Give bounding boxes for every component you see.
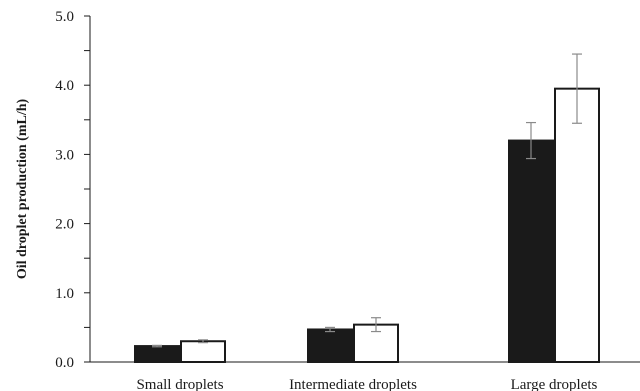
y-axis: 0.0 1.0 2.0 3.0 4.0 5.0 Oil droplet productio… xyxy=(15,9,91,371)
x-labels: Small droplets Intermediate droplets Large… xyxy=(136,377,597,391)
y-tick-label: 5.0 xyxy=(55,9,74,25)
x-tick-label: Large droplets xyxy=(511,377,598,391)
y-tick-label: 3.0 xyxy=(55,147,74,163)
x-tick-label: Intermediate droplets xyxy=(289,377,417,391)
bars xyxy=(134,87,600,364)
y-tick-label: 1.0 xyxy=(55,286,74,302)
y-tick-label: 0.0 xyxy=(55,355,74,371)
y-ticks: 0.0 1.0 2.0 3.0 4.0 5.0 xyxy=(55,9,90,371)
x-tick-label: Small droplets xyxy=(136,377,223,391)
bar xyxy=(180,340,226,363)
error-bars xyxy=(152,53,582,348)
bar xyxy=(508,139,554,363)
x-axis: Small droplets Intermediate droplets Large… xyxy=(90,361,640,391)
bar xyxy=(554,87,600,363)
y-tick-label: 2.0 xyxy=(55,217,74,233)
bar xyxy=(134,345,180,364)
bar xyxy=(353,323,399,363)
bar xyxy=(307,328,353,364)
y-axis-title: Oil droplet production (mL/h) xyxy=(15,98,30,279)
y-tick-label: 4.0 xyxy=(55,78,74,94)
